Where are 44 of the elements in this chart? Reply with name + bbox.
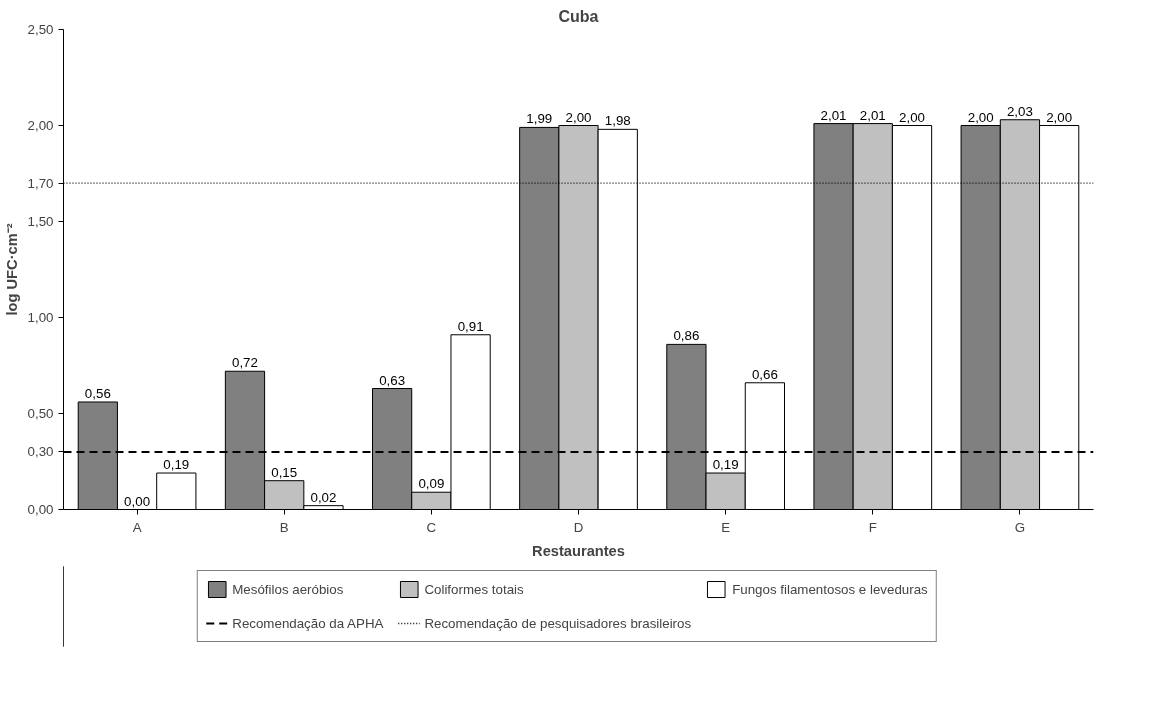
y-tick-label: 2,50 xyxy=(27,22,54,37)
data-label: 0,66 xyxy=(751,366,778,382)
data-label: 2,03 xyxy=(1006,103,1033,119)
legend-label: Recomendação de pesquisadores brasileiros xyxy=(424,615,692,631)
x-tick-label: C xyxy=(426,519,437,535)
legend-label: Mesófilos aeróbios xyxy=(232,581,344,597)
x-tick-label: E xyxy=(721,519,731,535)
y-axis-title: log UFC·cm⁻² xyxy=(3,223,20,316)
x-tick-label: A xyxy=(132,519,142,535)
data-label: 1,98 xyxy=(604,113,631,129)
y-tick-label: 0,30 xyxy=(27,444,54,460)
data-label: 2,00 xyxy=(967,109,994,125)
y-tick-label: 0,00 xyxy=(27,502,54,517)
data-label: 0,19 xyxy=(712,457,739,473)
data-label: 2,01 xyxy=(820,107,847,123)
x-axis-title: Restaurantes xyxy=(532,542,625,559)
y-tick-label: 1,70 xyxy=(27,175,54,191)
data-label: 1,99 xyxy=(526,111,553,127)
data-label: 0,63 xyxy=(379,372,406,388)
data-label: 2,01 xyxy=(859,107,886,123)
legend-label: Coliformes totais xyxy=(424,581,524,597)
chart-title: Cuba xyxy=(558,7,599,25)
data-label: 2,00 xyxy=(899,109,926,125)
x-tick-label: D xyxy=(573,519,584,535)
legend-label: Fungos filamentosos e leveduras xyxy=(732,581,928,597)
data-label: 0,72 xyxy=(232,355,258,371)
data-label: 0,00 xyxy=(124,493,151,509)
y-tick-label: 2,00 xyxy=(27,118,54,133)
y-tick-label: 1,00 xyxy=(27,310,54,325)
x-tick-label: B xyxy=(279,519,289,535)
data-label: 2,00 xyxy=(565,109,592,125)
data-label: 0,56 xyxy=(84,385,111,401)
data-label: 0,91 xyxy=(457,318,484,334)
data-label: 0,09 xyxy=(418,476,445,492)
y-tick-label: 0,50 xyxy=(27,406,54,421)
legend-label: Recomendação da APHA xyxy=(232,615,384,631)
data-label: 0,02 xyxy=(310,489,337,505)
data-label: 2,00 xyxy=(1046,109,1073,125)
data-label: 0,19 xyxy=(163,457,190,473)
y-tick-label: 1,50 xyxy=(27,214,54,229)
data-label: 0,86 xyxy=(673,328,700,344)
data-label: 0,15 xyxy=(271,464,298,480)
x-tick-label: F xyxy=(868,519,877,535)
x-tick-label: G xyxy=(1014,519,1026,535)
